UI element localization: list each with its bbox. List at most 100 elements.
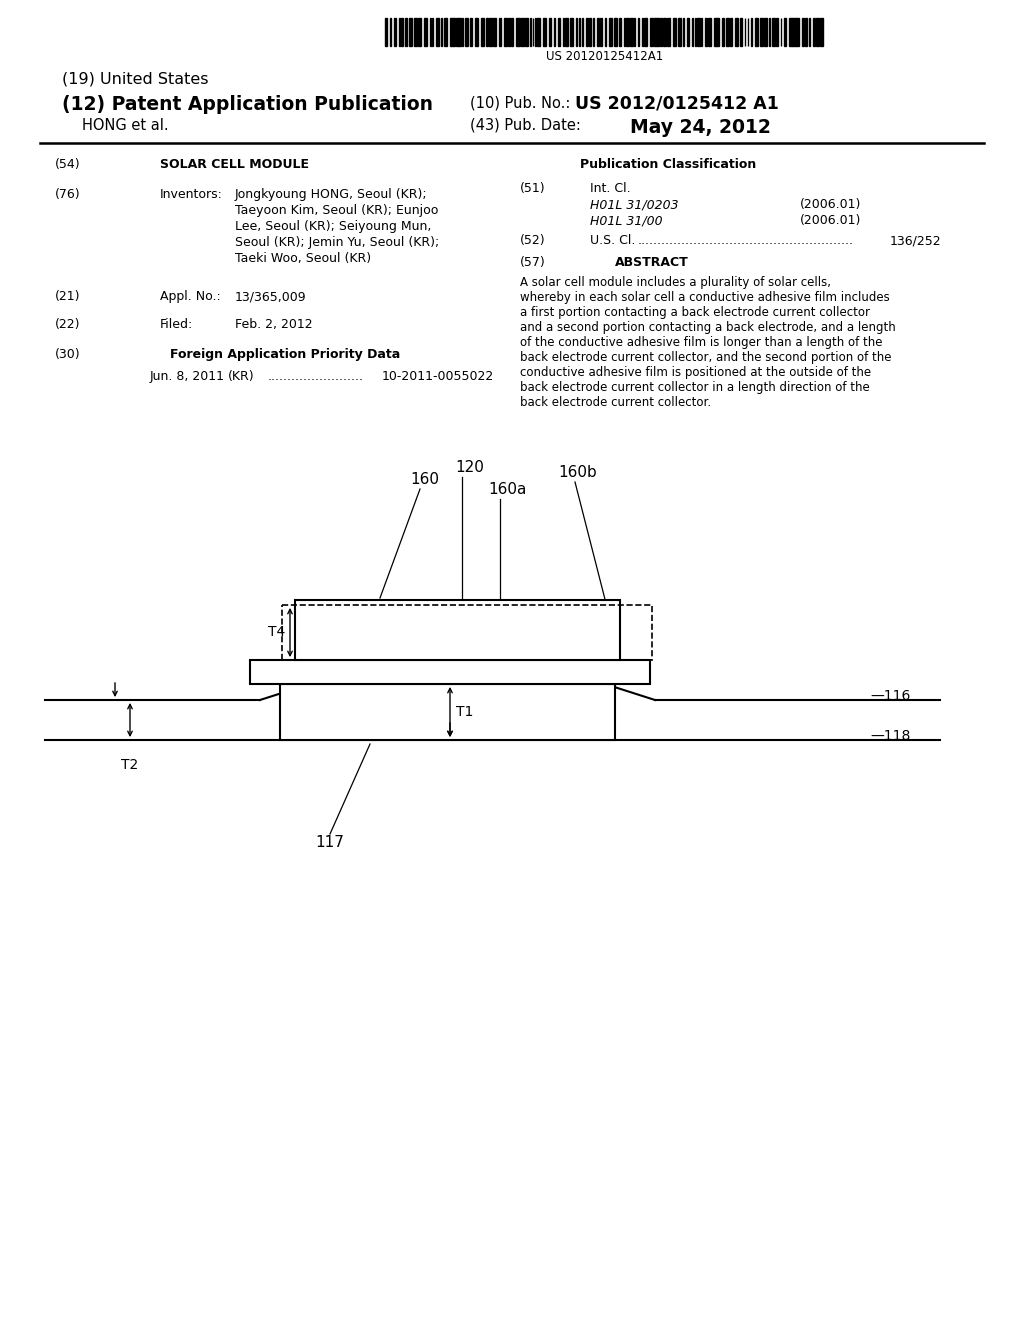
Bar [717,18,720,46]
Bar [655,18,657,46]
Bar [600,18,602,46]
Bar [508,18,510,46]
Bar [634,18,636,46]
Bar [589,18,591,46]
Bar [714,18,716,46]
Bar [470,18,472,46]
Bar [678,18,681,46]
Bar [776,18,777,46]
Text: 160a: 160a [488,482,526,498]
Text: SOLAR CELL MODULE: SOLAR CELL MODULE [160,158,309,172]
Bar [790,18,792,46]
Text: (57): (57) [520,256,546,269]
Bar [805,18,807,46]
Bar [549,18,551,46]
Bar [687,18,689,46]
Text: T1: T1 [456,705,473,719]
Bar [726,18,729,46]
Bar [819,18,822,46]
Bar [250,660,650,684]
Bar [705,18,708,46]
Text: Foreign Application Priority Data: Foreign Application Priority Data [170,348,400,360]
Bar [489,18,492,46]
Text: conductive adhesive film is positioned at the outside of the: conductive adhesive film is positioned a… [520,366,871,379]
Bar [444,18,447,46]
Text: Filed:: Filed: [160,318,194,331]
Bar [793,18,796,46]
Bar [783,18,786,46]
Text: back electrode current collector in a length direction of the: back electrode current collector in a le… [520,381,869,393]
Text: (76): (76) [55,187,81,201]
Text: US 2012/0125412 A1: US 2012/0125412 A1 [575,95,779,114]
Bar [730,18,732,46]
Bar [385,18,387,46]
Bar [456,18,458,46]
Bar [627,18,630,46]
Bar [569,18,572,46]
Text: (43) Pub. Date:: (43) Pub. Date: [470,117,581,133]
Bar [575,18,578,46]
Text: (51): (51) [520,182,546,195]
Bar [280,684,615,741]
Bar [608,18,611,46]
Bar [544,18,546,46]
Bar [459,18,462,46]
Text: H01L 31/00: H01L 31/00 [590,214,663,227]
Text: Seoul (KR); Jemin Yu, Seoul (KR);: Seoul (KR); Jemin Yu, Seoul (KR); [234,236,439,249]
Text: of the conductive adhesive film is longer than a length of the: of the conductive adhesive film is longe… [520,337,883,348]
Bar [751,18,753,46]
Bar [517,18,520,46]
Text: HONG et al.: HONG et al. [82,117,169,133]
Bar [441,18,442,46]
Text: T4: T4 [267,626,285,639]
Bar [410,18,412,46]
Text: 160: 160 [410,473,439,487]
Bar [764,18,767,46]
Text: back electrode current collector, and the second portion of the: back electrode current collector, and th… [520,351,892,364]
Text: Lee, Seoul (KR); Seiyoung Mun,: Lee, Seoul (KR); Seiyoung Mun, [234,220,431,234]
Bar [673,18,676,46]
Bar [494,18,496,46]
Text: —116: —116 [870,689,910,704]
Bar [393,18,396,46]
Text: T3: T3 [376,665,393,678]
Text: Inventors:: Inventors: [160,187,223,201]
Text: (2006.01): (2006.01) [800,214,861,227]
Text: (12) Patent Application Publication: (12) Patent Application Publication [62,95,433,114]
Bar [465,18,468,46]
Bar [424,18,427,46]
Text: Jun. 8, 2011: Jun. 8, 2011 [150,370,225,383]
Bar [642,18,643,46]
Text: ........................: ........................ [268,370,364,383]
Text: Int. Cl.: Int. Cl. [590,182,631,195]
Bar [415,18,417,46]
Bar [605,18,606,46]
Text: US 20120125412A1: US 20120125412A1 [547,50,664,63]
Bar [404,18,407,46]
Text: —118: —118 [870,729,910,743]
Bar [630,18,633,46]
Bar [565,18,568,46]
Bar [722,18,724,46]
Text: A solar cell module includes a plurality of solar cells,: A solar cell module includes a plurality… [520,276,831,289]
Bar [760,18,763,46]
Bar [432,18,433,46]
Bar [521,18,524,46]
Bar [772,18,774,46]
Text: Appl. No.:: Appl. No.: [160,290,221,304]
Bar [499,18,501,46]
Bar [659,18,663,46]
Text: (KR): (KR) [228,370,255,383]
Text: 120: 120 [455,459,484,475]
Text: 13/365,009: 13/365,009 [234,290,306,304]
Bar [735,18,738,46]
Text: ABSTRACT: ABSTRACT [615,256,689,269]
Bar [614,18,617,46]
Bar [558,18,560,46]
Text: ......................................................: ........................................… [638,234,854,247]
Text: whereby in each solar cell a conductive adhesive film includes: whereby in each solar cell a conductive … [520,290,890,304]
Bar [538,18,541,46]
Bar [757,18,758,46]
Text: (52): (52) [520,234,546,247]
Bar [667,18,670,46]
